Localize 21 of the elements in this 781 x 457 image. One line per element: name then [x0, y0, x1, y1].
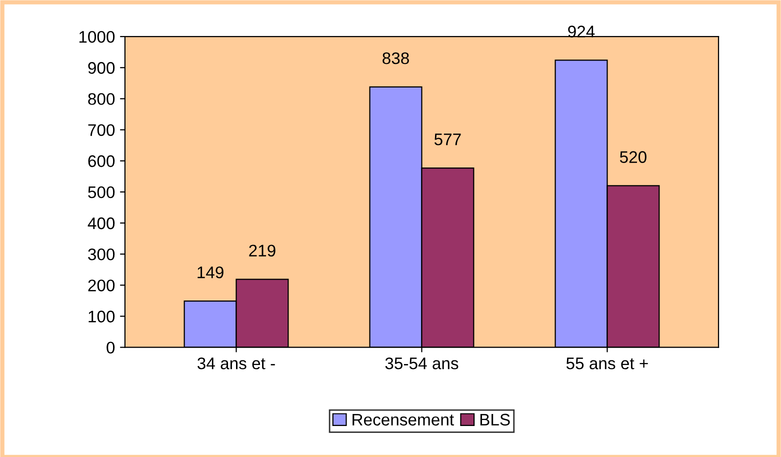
y-tick-label: 0	[106, 342, 115, 354]
y-tick-label: 900	[88, 62, 115, 74]
x-tick-label: 34 ans et -	[198, 357, 275, 370]
y-tick-label: 800	[88, 93, 115, 105]
y-tick-label: 1000	[79, 30, 115, 43]
y-tick-label: 600	[88, 155, 115, 168]
data-label: 838	[382, 52, 409, 64]
legend-label: Recensement	[352, 414, 454, 426]
data-label: 520	[620, 151, 646, 163]
x-tick-label: 55 ans et +	[566, 358, 648, 370]
y-tick-label: 500	[88, 186, 115, 198]
legend-label: BLS	[480, 414, 510, 426]
y-tick-label: 200	[88, 280, 115, 292]
data-label: 219	[249, 244, 276, 257]
y-tick-label: 300	[88, 248, 115, 260]
data-label: 149	[198, 266, 224, 278]
x-tick-label: 35-54 ans	[385, 357, 458, 370]
y-tick-label: 100	[88, 310, 115, 322]
y-tick-label: 400	[88, 217, 115, 230]
y-tick-label: 700	[88, 124, 115, 136]
data-label: 577	[434, 134, 461, 146]
